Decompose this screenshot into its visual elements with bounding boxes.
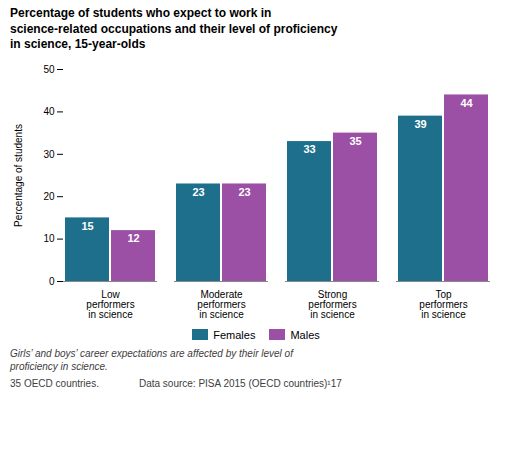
svg-text:50: 50 — [43, 63, 55, 74]
svg-text:Moderateperformersin science: Moderateperformersin science — [197, 288, 245, 319]
html-text:Girls’ and boys’ career expect: Girls’ and boys’ career expectations are… — [10, 347, 293, 372]
html-text:Percentage of students who exp: Percentage of students who expect to wor… — [10, 6, 338, 52]
svg-text:33: 33 — [303, 143, 315, 155]
svg-text:20: 20 — [43, 191, 55, 202]
svg-text:30: 30 — [43, 148, 55, 159]
html-text:Data source: PISA 2015 (OECD c: Data source: PISA 2015 (OECD countries)¹… — [138, 377, 342, 389]
svg-text:23: 23 — [238, 186, 250, 198]
svg-text:44: 44 — [460, 97, 473, 109]
svg-text:15: 15 — [81, 219, 93, 231]
svg-text:Percentage of students: Percentage of students — [13, 124, 24, 227]
svg-text:Strongperformersin science: Strongperformersin science — [308, 288, 356, 319]
html-text:Males: Males — [290, 328, 320, 341]
svg-text:12: 12 — [127, 232, 139, 244]
html-text:Females: Females — [213, 328, 256, 341]
svg-text:10: 10 — [43, 233, 55, 244]
svg-text:39: 39 — [414, 118, 426, 130]
svg-text:40: 40 — [43, 106, 55, 117]
svg-text:Lowperformersin science: Lowperformersin science — [86, 288, 134, 319]
svg-text:0: 0 — [49, 275, 55, 286]
svg-text:35: 35 — [349, 135, 361, 147]
svg-text:23: 23 — [192, 186, 204, 198]
html-text:35 OECD countries.: 35 OECD countries. — [10, 377, 99, 389]
svg-text:Topperformersin science: Topperformersin science — [419, 288, 467, 319]
